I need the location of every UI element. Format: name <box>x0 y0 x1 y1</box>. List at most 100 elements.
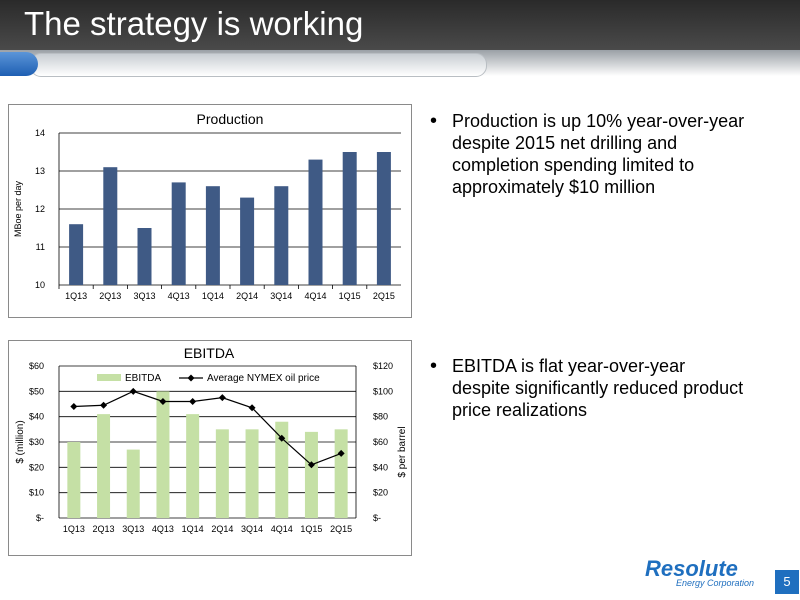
y-axis-label: MBoe per day <box>13 180 23 237</box>
bullet-1: • Production is up 10% year-over-year de… <box>430 110 744 198</box>
slide-title: The strategy is working <box>24 5 364 42</box>
y2-tick-label: $60 <box>373 437 388 447</box>
bullet-2: • EBITDA is flat year-over-year despite … <box>430 355 743 421</box>
line-point <box>70 403 78 411</box>
legend-label: EBITDA <box>125 373 161 384</box>
bar <box>275 421 289 518</box>
x-tick-label: 4Q13 <box>168 291 190 301</box>
series-line <box>73 390 342 466</box>
bar <box>308 159 323 285</box>
y-tick-label: 10 <box>35 280 45 290</box>
x-tick-label: 1Q14 <box>202 291 224 301</box>
x-tick-label: 4Q13 <box>152 524 174 534</box>
y-tick-label: 14 <box>35 128 45 138</box>
bar <box>67 442 81 518</box>
bar <box>156 391 170 518</box>
bar <box>342 152 357 285</box>
x-tick-label: 2Q14 <box>211 524 233 534</box>
y-tick-label: 11 <box>36 242 45 252</box>
x-tick-label: 2Q14 <box>236 291 258 301</box>
company-logo: Resolute <box>645 556 738 581</box>
y-tick-label: $50 <box>29 386 44 396</box>
bar <box>245 429 259 518</box>
y2-tick-label: $20 <box>373 488 388 498</box>
legend-swatch-marker <box>187 374 195 382</box>
chart-title: Production <box>197 111 264 127</box>
bar <box>205 186 220 285</box>
bar <box>186 414 200 518</box>
bullet-line: approximately $10 million <box>452 177 656 197</box>
bullet-line: despite significantly reduced product <box>452 378 744 398</box>
production-chart-panel: Production 10 11 12 13 14 MBoe per day 1Q13 2Q13… <box>8 104 412 318</box>
page-number: 5 <box>775 570 799 594</box>
bullet-line: despite 2015 net drilling and <box>452 133 678 153</box>
x-tick-label: 3Q13 <box>133 291 155 301</box>
x-tick-label: 3Q14 <box>241 524 263 534</box>
company-logo-subtitle: Energy Corporation <box>676 578 755 588</box>
y2-tick-label: $80 <box>373 412 388 422</box>
y-tick-label: $60 <box>29 361 44 371</box>
y2-tick-label: $- <box>373 513 381 523</box>
legend-swatch-ebitda <box>97 374 121 381</box>
bullet-dot: • <box>430 355 438 377</box>
bar <box>376 152 391 285</box>
x-tick-label: 1Q13 <box>63 524 85 534</box>
line-point <box>189 397 197 405</box>
y2-tick-label: $100 <box>373 386 393 396</box>
y-tick-label: $- <box>36 513 44 523</box>
decor-pill <box>30 53 487 77</box>
decor-blue-pill <box>0 52 38 76</box>
line-point <box>100 401 108 409</box>
x-tick-label: 3Q14 <box>270 291 292 301</box>
y2-tick-label: $120 <box>373 361 393 371</box>
ebitda-chart: EBITDA $- $10 $20 $30 $40 $50 $60 $- $20 $40 $60 $80… <box>15 345 408 534</box>
y-tick-label: $10 <box>29 488 44 498</box>
y-tick-label: $40 <box>29 412 44 422</box>
line-point <box>248 404 256 412</box>
y2-axis-label: $ per barrel <box>397 426 408 477</box>
x-tick-label: 1Q13 <box>65 291 87 301</box>
x-tick-label: 1Q14 <box>182 524 204 534</box>
bar <box>97 414 111 518</box>
bar <box>171 182 186 285</box>
bullet-line: EBITDA is flat year-over-year <box>452 356 686 376</box>
line-point <box>278 434 286 442</box>
line-point <box>337 449 345 457</box>
chart-title: EBITDA <box>184 345 235 361</box>
legend-label: Average NYMEX oil price <box>207 373 320 384</box>
bar <box>126 449 140 518</box>
x-tick-label: 1Q15 <box>339 291 361 301</box>
bar <box>215 429 229 518</box>
bar <box>103 167 118 285</box>
line-point <box>307 461 315 469</box>
x-tick-label: 4Q14 <box>304 291 326 301</box>
x-tick-label: 2Q13 <box>93 524 115 534</box>
y-tick-label: 13 <box>35 166 45 176</box>
bullet-dot: • <box>430 110 438 132</box>
line-point <box>129 387 137 395</box>
bar <box>240 197 255 285</box>
bullet-line: Production is up 10% year-over-year <box>452 111 745 131</box>
bar <box>274 186 289 285</box>
bullet-line: price realizations <box>452 400 588 420</box>
y-axis-label: $ (million) <box>15 420 26 463</box>
y-tick-label: $20 <box>29 462 44 472</box>
bar <box>137 228 152 285</box>
y-tick-label: 12 <box>35 204 45 214</box>
x-tick-label: 1Q15 <box>300 524 322 534</box>
production-chart: Production 10 11 12 13 14 MBoe per day 1Q13 2Q13… <box>13 111 401 301</box>
bar <box>304 431 318 518</box>
x-tick-label: 4Q14 <box>271 524 293 534</box>
x-tick-label: 2Q15 <box>373 291 395 301</box>
bar <box>69 224 84 285</box>
y-tick-label: $30 <box>29 437 44 447</box>
bullet-line: completion spending limited to <box>452 155 695 175</box>
y2-tick-label: $40 <box>373 462 388 472</box>
title-bar <box>0 0 800 50</box>
x-tick-label: 3Q13 <box>122 524 144 534</box>
line-point <box>218 394 226 402</box>
bar <box>334 429 348 518</box>
ebitda-chart-panel: EBITDA $- $10 $20 $30 $40 $50 $60 $- $20 $40 $60 $80… <box>8 340 412 556</box>
line-point <box>159 397 167 405</box>
x-tick-label: 2Q15 <box>330 524 352 534</box>
